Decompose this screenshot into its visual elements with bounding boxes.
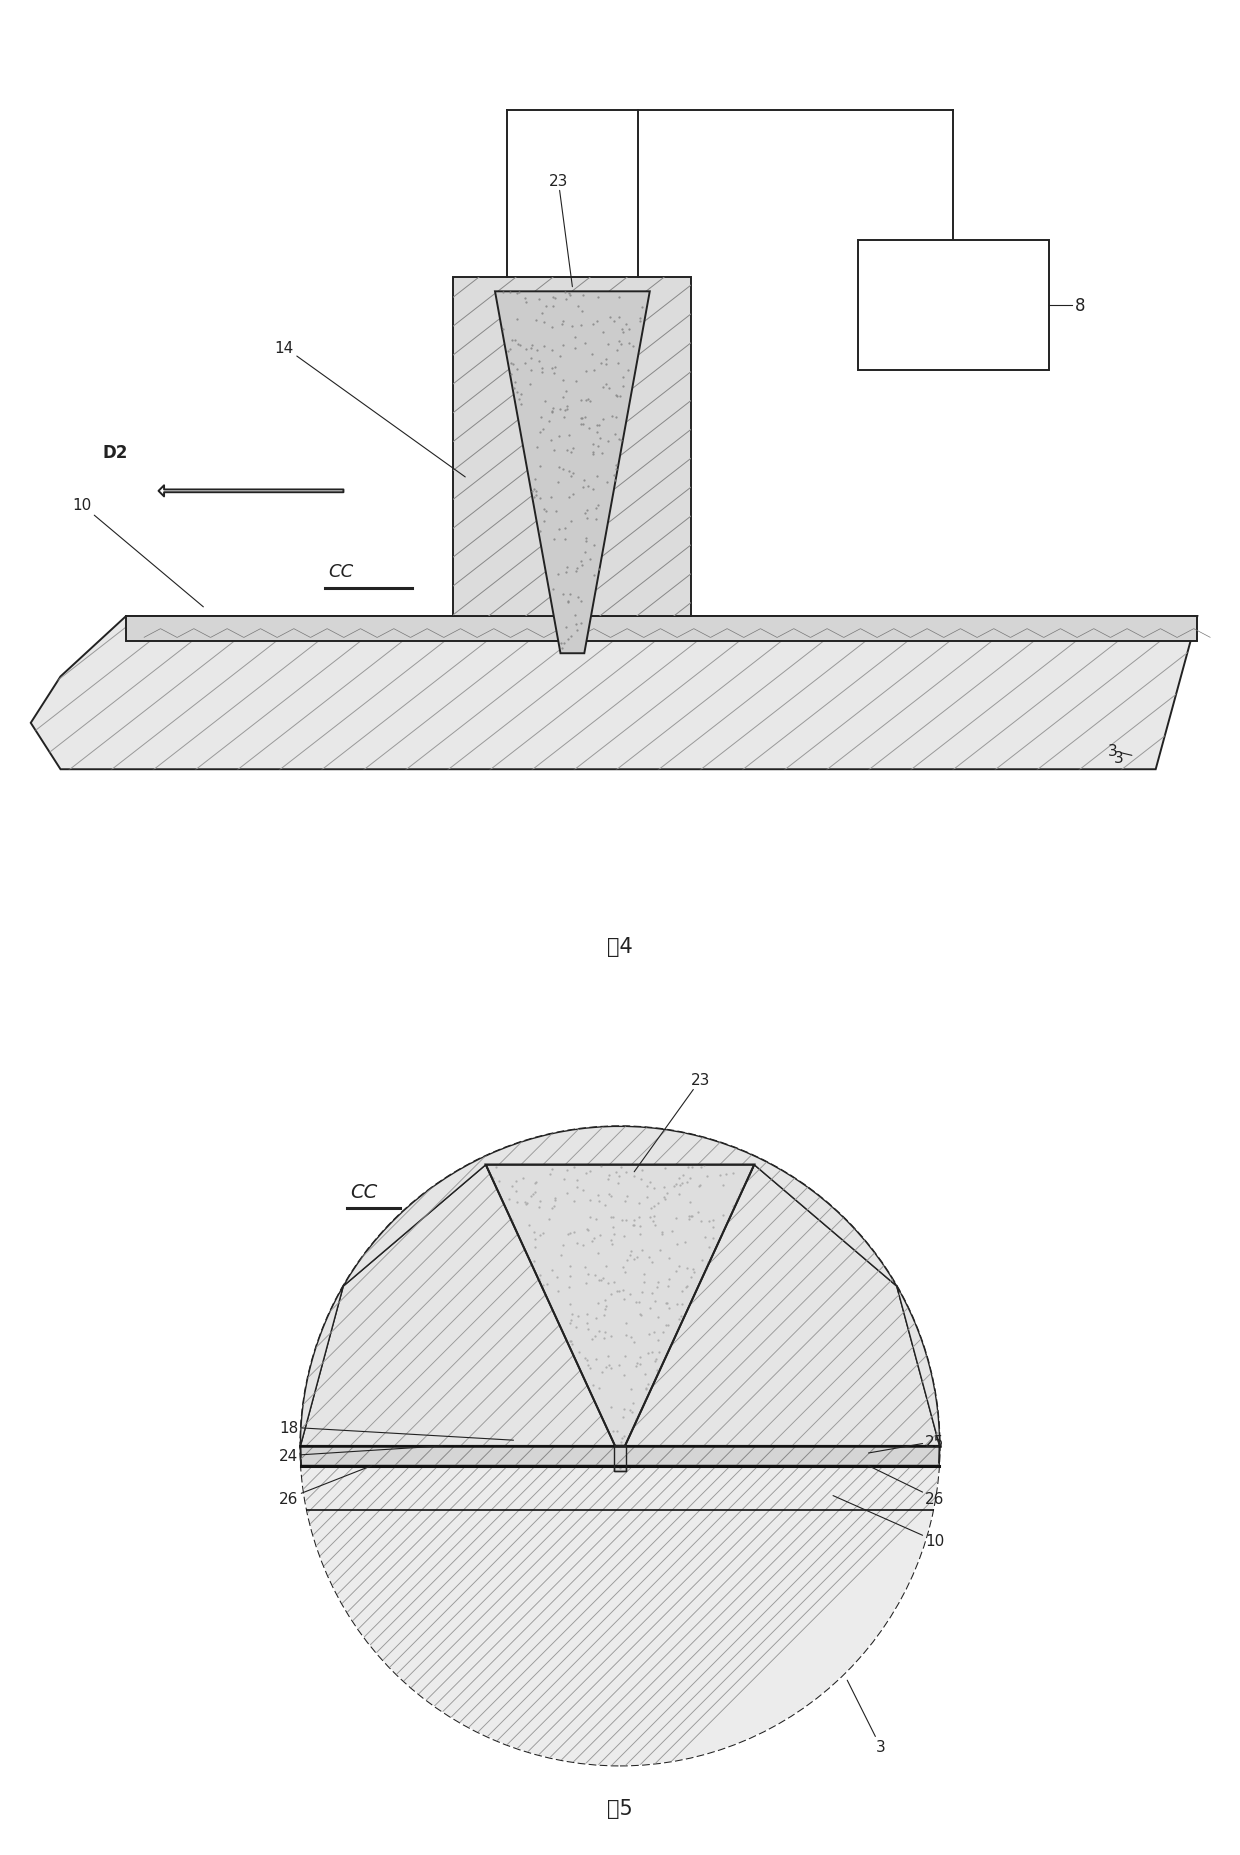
Text: 26: 26	[868, 1465, 945, 1506]
Text: 图4: 图4	[608, 937, 632, 955]
Polygon shape	[486, 1165, 754, 1447]
Polygon shape	[897, 1286, 940, 1447]
Polygon shape	[300, 1286, 343, 1447]
Polygon shape	[454, 278, 692, 616]
Polygon shape	[126, 616, 1198, 642]
Bar	[858, 241, 1049, 371]
Text: 18: 18	[279, 1419, 513, 1441]
Text: 23: 23	[548, 174, 573, 288]
Text: 10: 10	[72, 499, 203, 607]
Text: 24: 24	[279, 1447, 443, 1464]
Text: 3: 3	[1109, 744, 1132, 759]
Polygon shape	[31, 616, 1198, 770]
Bar	[614, 1447, 626, 1471]
Text: 图5: 图5	[608, 1797, 632, 1818]
Text: 8: 8	[1075, 297, 1085, 315]
Text: 23: 23	[634, 1072, 711, 1172]
Bar	[614, 1447, 626, 1471]
Polygon shape	[495, 291, 650, 653]
Text: CC: CC	[329, 562, 353, 581]
Text: D2: D2	[102, 443, 128, 462]
Wedge shape	[300, 1447, 940, 1766]
Text: 3: 3	[847, 1681, 885, 1755]
Text: CC: CC	[350, 1183, 377, 1202]
Polygon shape	[343, 1126, 897, 1286]
Text: 25: 25	[868, 1434, 945, 1452]
Text: 10: 10	[833, 1495, 945, 1549]
Polygon shape	[300, 1447, 940, 1465]
Polygon shape	[620, 1165, 940, 1447]
Text: 26: 26	[279, 1465, 372, 1506]
Text: 3: 3	[1114, 751, 1123, 766]
Polygon shape	[300, 1165, 620, 1447]
Text: 14: 14	[275, 341, 465, 477]
